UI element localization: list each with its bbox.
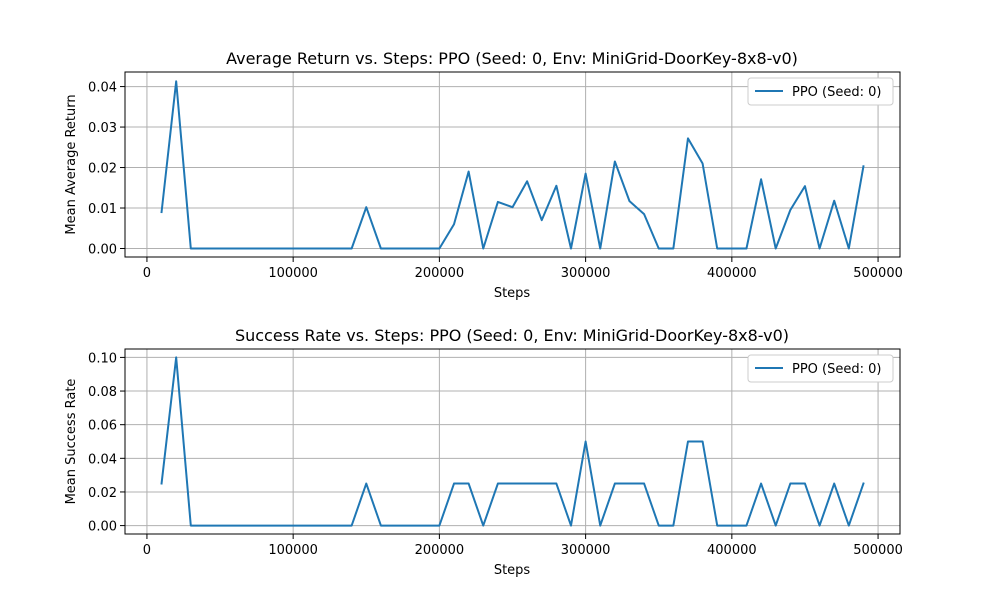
return-plot-legend-label: PPO (Seed: 0): [792, 85, 881, 100]
success-plot-series: [160, 356, 865, 527]
return-plot-x-ticks: 0 100000 200000 300000 400000 500000: [143, 257, 903, 281]
success-plot-x-tick-label: 500000: [853, 543, 903, 558]
return-plot-grid: [125, 72, 900, 257]
return-plot-y-tick-label: 0.00: [88, 242, 117, 257]
success-plot-legend-label: PPO (Seed: 0): [792, 362, 881, 377]
success-plot-x-tick-label: 0: [143, 543, 151, 558]
return-plot-x-tick-label: 400000: [707, 266, 757, 281]
success-plot-y-tick-label: 0.00: [88, 520, 117, 535]
return-plot-x-tick-label: 0: [143, 266, 151, 281]
success-plot-y-tick-label: 0.02: [88, 486, 117, 501]
success-plot: Success Rate vs. Steps: PPO (Seed: 0, En…: [64, 326, 903, 578]
success-plot-x-label: Steps: [494, 563, 531, 578]
success-plot-x-tick-label: 200000: [415, 543, 465, 558]
return-plot-title: Average Return vs. Steps: PPO (Seed: 0, …: [226, 49, 798, 68]
success-plot-frame: [124, 348, 901, 535]
return-plot-series: [160, 80, 865, 250]
success-plot-x-ticks: 0 100000 200000 300000 400000 500000: [143, 534, 903, 558]
return-plot-y-ticks: 0.00 0.01 0.02 0.03 0.04: [88, 81, 125, 257]
return-plot-y-tick-label: 0.04: [88, 81, 117, 96]
return-plot: Average Return vs. Steps: PPO (Seed: 0, …: [64, 49, 903, 301]
return-plot-frame: [124, 71, 901, 258]
return-plot-y-label: Mean Average Return: [64, 94, 79, 234]
success-plot-y-tick-label: 0.10: [88, 351, 117, 366]
return-plot-y-tick-label: 0.02: [88, 162, 117, 177]
return-plot-x-tick-label: 500000: [853, 266, 903, 281]
return-plot-legend: PPO (Seed: 0): [747, 77, 894, 106]
return-plot-x-tick-label: 100000: [268, 266, 318, 281]
success-plot-series-line: [160, 356, 865, 527]
return-plot-x-tick-label: 200000: [415, 266, 465, 281]
return-plot-y-tick-label: 0.03: [88, 121, 117, 136]
return-plot-series-line: [160, 80, 865, 250]
success-plot-legend-box: [747, 354, 894, 383]
success-plot-legend: PPO (Seed: 0): [747, 354, 894, 383]
success-plot-title: Success Rate vs. Steps: PPO (Seed: 0, En…: [235, 326, 789, 345]
success-plot-y-ticks: 0.00 0.02 0.04 0.06 0.08 0.10: [88, 351, 125, 535]
success-plot-y-label: Mean Success Rate: [64, 379, 79, 505]
return-plot-y-tick-label: 0.01: [88, 202, 117, 217]
return-plot-legend-box: [747, 77, 894, 106]
success-plot-x-tick-label: 300000: [561, 543, 611, 558]
success-plot-y-tick-label: 0.08: [88, 385, 117, 400]
success-plot-y-tick-label: 0.06: [88, 419, 117, 434]
success-plot-y-tick-label: 0.04: [88, 452, 117, 467]
success-plot-x-tick-label: 400000: [707, 543, 757, 558]
return-plot-x-label: Steps: [494, 286, 531, 301]
success-plot-x-tick-label: 100000: [268, 543, 318, 558]
return-plot-x-tick-label: 300000: [561, 266, 611, 281]
